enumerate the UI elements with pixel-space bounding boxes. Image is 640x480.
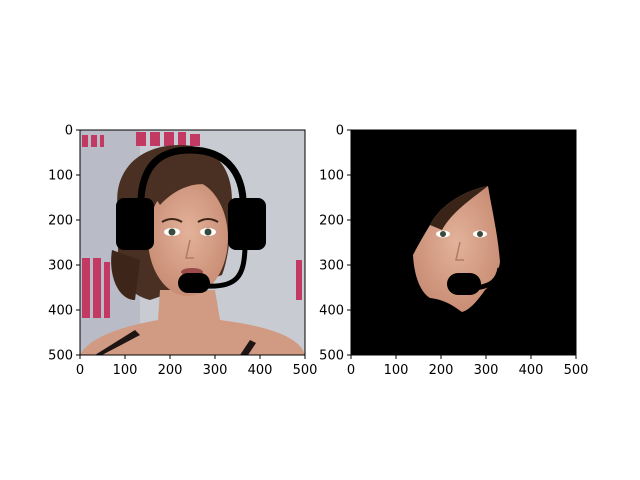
left-y-tick-label: 400 bbox=[48, 304, 73, 319]
right-x-tick-label: 200 bbox=[429, 363, 454, 378]
headset bbox=[116, 146, 266, 293]
left-x-tick-label: 200 bbox=[158, 363, 183, 378]
right-frame bbox=[350, 129, 577, 356]
left-x-tick-label: 300 bbox=[203, 363, 228, 378]
masked-right-eye bbox=[477, 231, 483, 237]
right-x-tick-label: 0 bbox=[347, 363, 355, 378]
strap-left bbox=[95, 330, 140, 355]
left-y-tick-label: 200 bbox=[48, 214, 73, 229]
hair-left-lock bbox=[111, 250, 140, 300]
hair-fringe bbox=[150, 167, 230, 205]
left-y-tick-label: 500 bbox=[48, 349, 73, 364]
right-y-tick-label: 100 bbox=[319, 169, 344, 184]
masked-hair bbox=[430, 186, 488, 230]
right-y-tick-label: 400 bbox=[319, 304, 344, 319]
masked-microphone bbox=[447, 273, 481, 295]
neck-shoulders bbox=[80, 290, 305, 355]
right-x-tick-label: 500 bbox=[564, 363, 589, 378]
right-image bbox=[351, 130, 576, 355]
mic-boom bbox=[204, 247, 248, 289]
right-ear-cup bbox=[228, 198, 266, 250]
left-ear-cup bbox=[116, 198, 154, 250]
left-y-tick-label: 100 bbox=[48, 169, 73, 184]
right-y-tick-label: 200 bbox=[319, 214, 344, 229]
face bbox=[148, 180, 228, 296]
wall-text bbox=[82, 132, 302, 318]
right-x-tick-label: 400 bbox=[519, 363, 544, 378]
masked-left-eye bbox=[440, 231, 446, 237]
strap-right bbox=[240, 340, 256, 355]
left-x-tick-label: 0 bbox=[76, 363, 84, 378]
left-frame bbox=[79, 129, 306, 356]
right-y-tick-label: 0 bbox=[336, 124, 344, 139]
right-y-tick-label: 500 bbox=[319, 349, 344, 364]
right-x-tick-label: 300 bbox=[474, 363, 499, 378]
right-y-tick-label: 300 bbox=[319, 259, 344, 274]
right-x-tick-label: 100 bbox=[384, 363, 409, 378]
headband bbox=[137, 146, 247, 216]
left-x-tick-label: 100 bbox=[113, 363, 138, 378]
left-x-tick-label: 500 bbox=[293, 363, 318, 378]
nose bbox=[185, 239, 194, 259]
left-y-tick-label: 300 bbox=[48, 259, 73, 274]
left-x-tick-label: 400 bbox=[248, 363, 273, 378]
microphone bbox=[178, 273, 210, 293]
left-y-tick-label: 0 bbox=[65, 124, 73, 139]
left-image bbox=[80, 130, 305, 355]
